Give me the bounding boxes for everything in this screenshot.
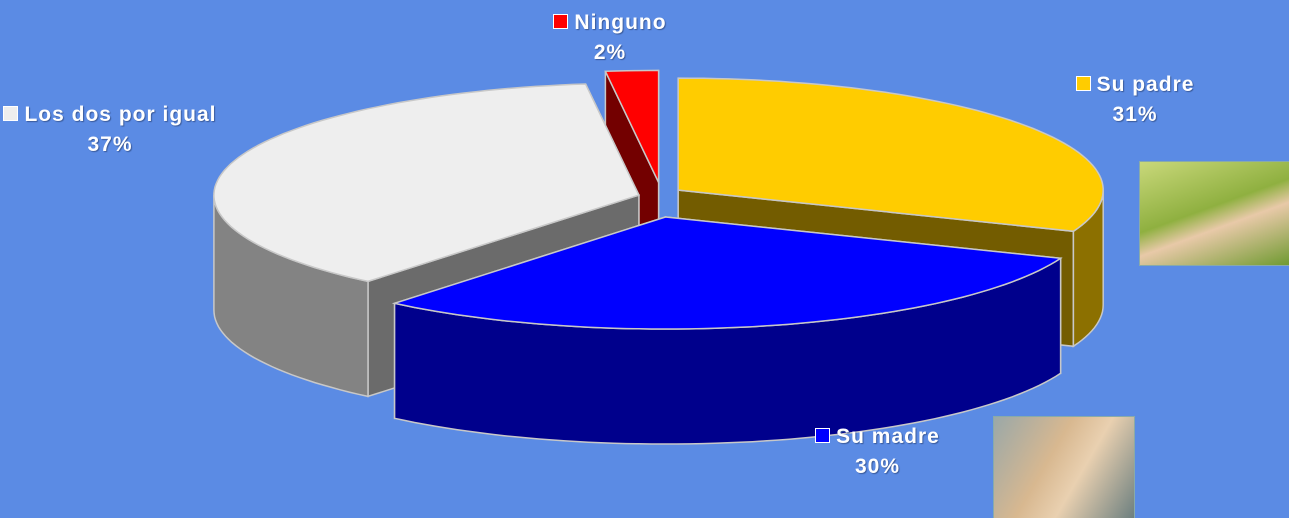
value-label: 2% [593,41,627,64]
value-label: 31% [1112,103,1158,126]
legend-swatch [815,428,831,443]
photo-father [1139,161,1289,266]
photo-mother [993,416,1135,518]
data-label: Los dos por igual 37% [0,100,220,160]
slice [391,216,1063,330]
data-label: Ninguno 2% [545,8,675,68]
legend-swatch [553,14,569,29]
category-name: Ninguno [574,11,667,34]
slice [604,69,660,183]
category-name: Los dos por igual [24,103,217,126]
category-name: Su padre [1096,73,1195,96]
slice [213,83,640,283]
value-label: 37% [87,133,133,156]
value-label: 30% [854,455,901,478]
category-name: Su madre [836,425,940,448]
slice [677,77,1104,233]
data-label: Su padre 31% [1050,70,1220,130]
legend-swatch [1075,76,1091,91]
legend-swatch [3,106,19,121]
data-label: Su madre 30% [790,422,965,482]
